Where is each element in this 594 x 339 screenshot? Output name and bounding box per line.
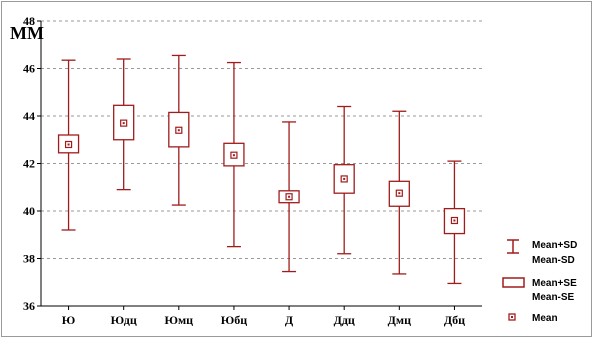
y-tick-labels: 36 38 40 42 44 46 48 xyxy=(23,14,35,313)
x-tick-labels: Ю Юдц Юмц Юбц Д Ддц Дмц Дбц xyxy=(62,313,465,327)
mean-marker-dot xyxy=(122,122,125,125)
legend-sd-upper: Mean+SD xyxy=(532,240,577,251)
box-6 xyxy=(333,105,355,255)
mean-marker-dot xyxy=(232,154,235,157)
box-4 xyxy=(223,61,245,248)
x-tick-label: Юбц xyxy=(221,313,248,327)
mean-marker-dot xyxy=(398,192,401,195)
legend-sd-lower: Mean-SD xyxy=(532,255,575,266)
unit-label: ММ xyxy=(10,23,44,43)
x-tick-label: Д xyxy=(285,313,294,327)
x-tick-label: Дмц xyxy=(388,313,411,327)
box-1 xyxy=(57,59,80,231)
legend-se-lower: Mean-SE xyxy=(532,292,575,303)
y-tick-label: 36 xyxy=(23,299,35,313)
x-tick-label: Ю xyxy=(62,313,76,327)
x-tick-label: Ддц xyxy=(334,313,355,327)
box-2 xyxy=(113,58,135,191)
legend-sd-symbol xyxy=(507,239,519,254)
mean-marker-dot xyxy=(288,195,291,198)
box-3 xyxy=(168,54,190,206)
mean-marker-dot xyxy=(453,219,456,222)
legend-se-upper: Mean+SE xyxy=(532,278,577,289)
x-tick-label: Дбц xyxy=(444,313,465,327)
y-tick-label: 44 xyxy=(23,109,35,123)
x-tick-label: Юдц xyxy=(111,313,137,327)
legend-se-symbol xyxy=(502,277,525,288)
y-tick-label: 40 xyxy=(23,204,35,218)
legend-mean-symbol xyxy=(508,313,516,321)
box-7 xyxy=(388,110,410,275)
mean-marker-dot xyxy=(343,177,346,180)
y-tick-label: 46 xyxy=(23,62,35,76)
x-tick-label: Юмц xyxy=(165,313,194,327)
y-tick-label: 48 xyxy=(23,14,35,28)
mean-marker-dot xyxy=(177,129,180,132)
box-series xyxy=(57,54,466,285)
legend-mean-label: Mean xyxy=(532,313,558,324)
legend: Mean+SD Mean-SD Mean+SE Mean-SE Mean xyxy=(502,239,577,324)
axes xyxy=(37,20,482,310)
y-tick-label: 38 xyxy=(23,252,35,266)
box-5 xyxy=(278,121,300,273)
y-tick-label: 42 xyxy=(23,157,35,171)
grid-lines xyxy=(41,20,482,259)
mean-marker-dot xyxy=(67,143,70,146)
box-8 xyxy=(443,160,466,285)
